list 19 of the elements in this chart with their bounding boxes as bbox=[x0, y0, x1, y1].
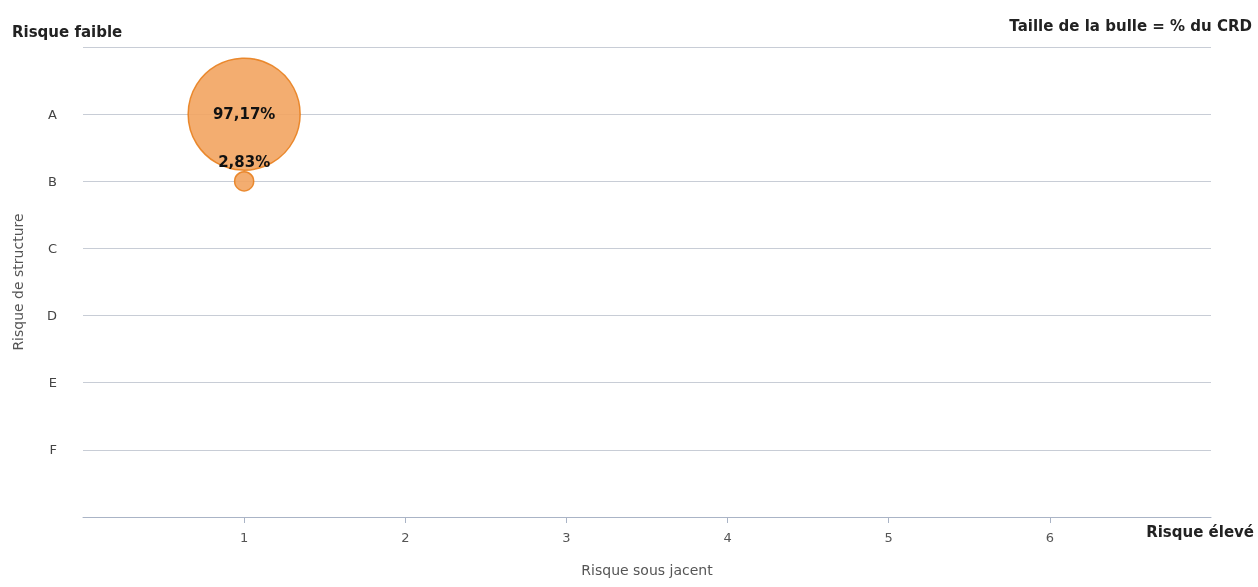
x-tick-label: 5 bbox=[884, 530, 893, 545]
y-tick-label: F bbox=[49, 442, 57, 458]
y-tick-label: A bbox=[48, 106, 58, 122]
annotation: Risque élevé bbox=[1146, 522, 1254, 541]
y-axis-title: Risque de structure bbox=[10, 213, 26, 351]
y-tick-label: B bbox=[48, 173, 57, 189]
x-axis-title: Risque sous jacent bbox=[581, 562, 714, 578]
x-tick-label: 1 bbox=[240, 530, 249, 545]
annotation: Taille de la bulle = % du CRD bbox=[1009, 16, 1253, 35]
y-tick-label: C bbox=[47, 240, 57, 256]
x-tick-label: 3 bbox=[562, 530, 571, 545]
annotation: Risque faible bbox=[12, 22, 123, 41]
annotation: 2,83% bbox=[218, 153, 271, 172]
annotation: 97,17% bbox=[212, 105, 276, 124]
y-tick-label: D bbox=[46, 308, 57, 324]
y-tick-label: E bbox=[48, 375, 57, 391]
x-tick-label: 6 bbox=[1045, 530, 1054, 545]
x-tick-label: 2 bbox=[401, 530, 410, 545]
x-tick-label: 4 bbox=[723, 530, 732, 545]
